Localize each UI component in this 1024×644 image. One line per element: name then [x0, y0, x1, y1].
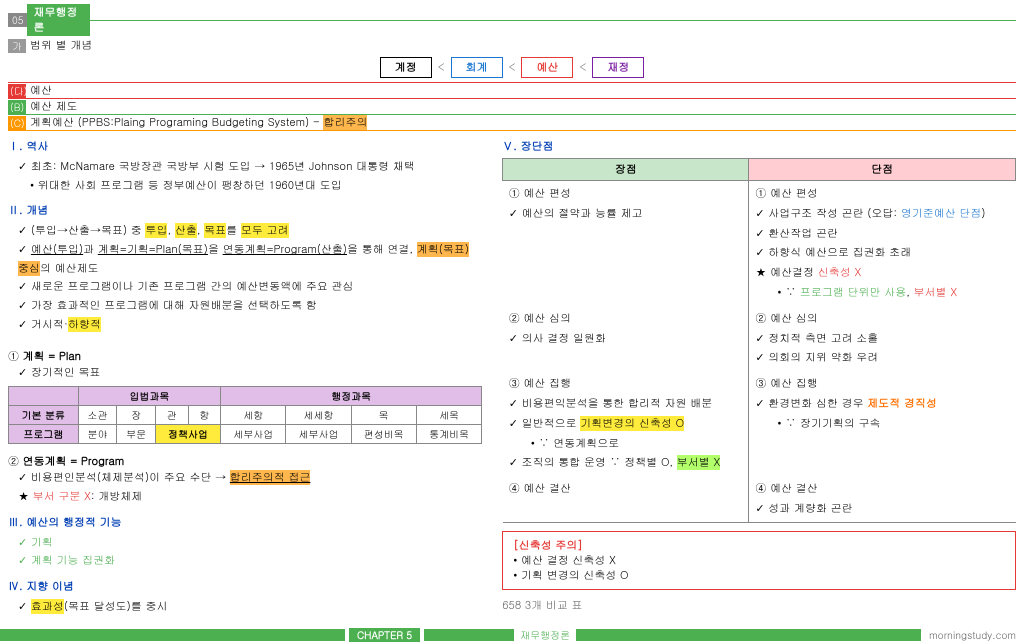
footer-site: morningstudy.com — [921, 628, 1024, 642]
footer: CHAPTER 5 재무행정론 morningstudy.com — [0, 626, 1024, 644]
right-col: Ⅴ. 장단점 장점단점 ① 예산 편성 예산의 절약과 능률 제고 ① 예산 편… — [502, 131, 1016, 617]
chapter-num: 05 — [8, 13, 27, 27]
s2-title: Ⅱ. 개념 — [8, 203, 482, 218]
crumb-rows: (다)예산 (B)예산 제도 (C)계획예산 (PPBS:Plaing Prog… — [8, 82, 1016, 131]
nav-a[interactable]: 계정 — [380, 57, 432, 78]
s1-title: Ⅰ. 역사 — [8, 139, 482, 154]
footer-label: 재무행정론 — [514, 628, 576, 642]
note: 658 3개 비교 표 — [502, 598, 1016, 613]
header: 05 재무행정론 가 범위 별 개념 — [8, 4, 1016, 53]
s5-title: Ⅴ. 장단점 — [502, 139, 1016, 154]
classification-table: 입법과목행정과목 기본 분류소관장관항세항세세항목세목 프로그램분야부문정책사업… — [8, 386, 482, 444]
sub-lvl: 가 — [8, 39, 26, 53]
chapter-title: 재무행정론 — [27, 4, 90, 36]
s3-title: Ⅲ. 예산의 행정적 기능 — [8, 515, 482, 530]
nav-b[interactable]: 회계 — [451, 57, 503, 78]
sub-title: 범위 별 개념 — [30, 38, 92, 53]
pros-cons-table: 장점단점 ① 예산 편성 예산의 절약과 능률 제고 ① 예산 편성 사업구조 … — [502, 158, 1016, 523]
nav-d[interactable]: 재정 — [592, 57, 644, 78]
breadcrumb-nav: 계정 < 회계 < 예산 < 재정 — [8, 57, 1016, 78]
nav-c[interactable]: 예산 — [521, 57, 573, 78]
s4-title: Ⅳ. 지향 이념 — [8, 579, 482, 594]
footer-chapter: CHAPTER 5 — [345, 628, 424, 642]
left-col: Ⅰ. 역사 최초: McNamare 국방장관 국방부 시험 도입 → 1965… — [8, 131, 482, 617]
caution-box: [신축성 주의] 예산 결정 신축성 X 기획 변경의 신축성 O — [502, 531, 1016, 590]
